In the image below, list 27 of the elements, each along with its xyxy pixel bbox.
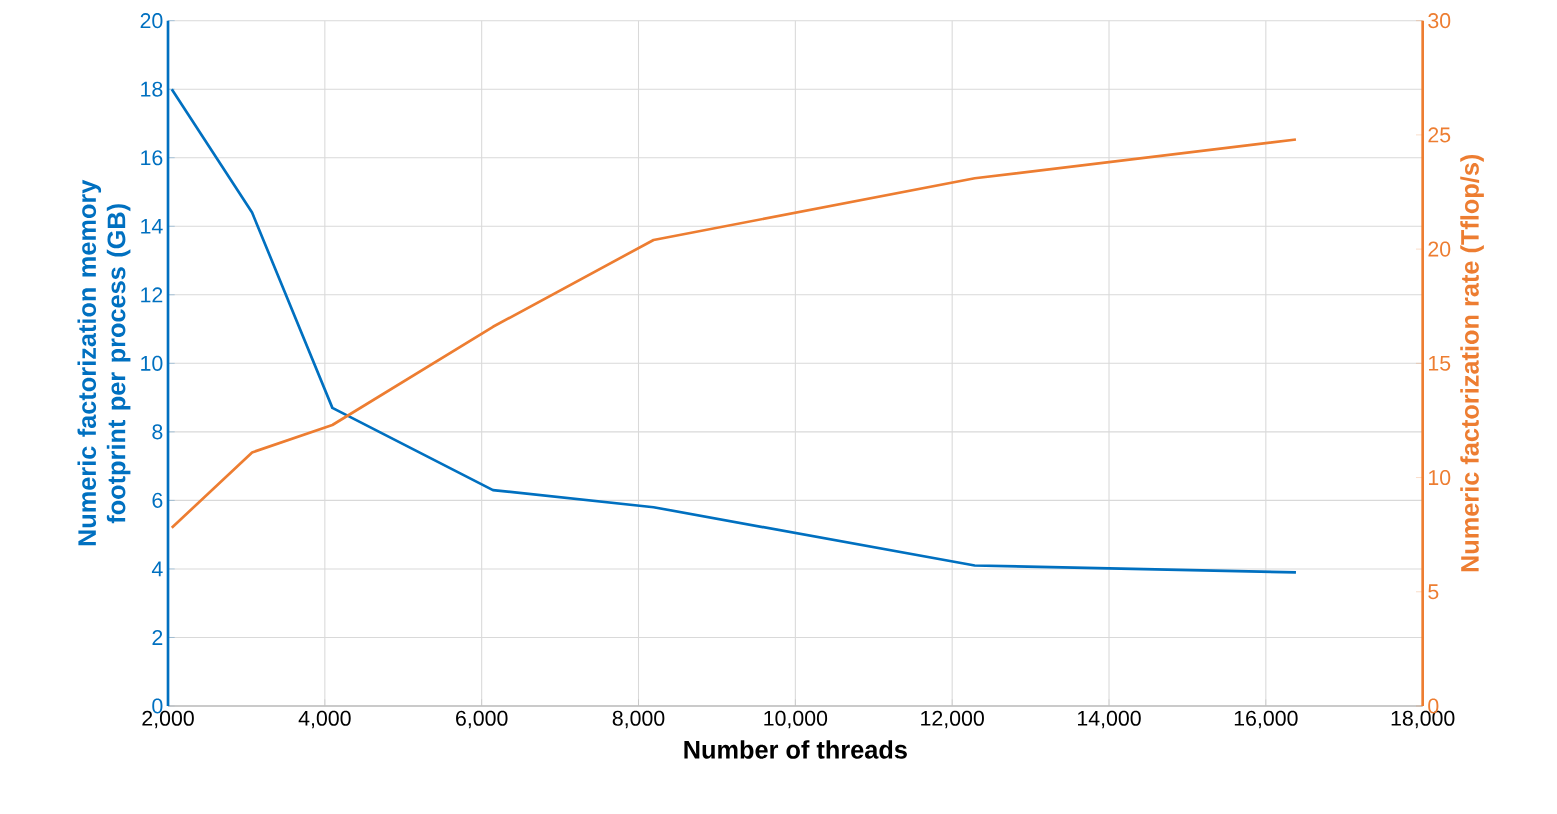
y-tick-label: 6 [152,492,163,508]
y-tick-label: 2 [152,630,163,645]
y-tick-label: 8 [152,424,163,440]
x-tick-label: 4,000 [298,710,351,729]
y-tick-label: 20 [140,13,163,29]
y-tick-label: 14 [141,218,163,234]
x-tick-label: 12,000 [921,710,984,729]
x-tick-label: 16,000 [1234,710,1298,729]
y-axis-title: Numeric factorization memory footprint per process (GB) [77,179,131,546]
y2-tick-label: 20 [1428,241,1451,257]
x-tick-label: 6,000 [456,710,508,729]
x-tick-label: 14,000 [1078,710,1141,729]
y2-tick-label: 5 [1428,584,1439,600]
x-tick-label: 8,000 [612,710,665,729]
x-axis-title: Number of threads [684,740,907,759]
y-tick-label: 10 [141,355,163,371]
x-tick-label: 10,000 [764,710,828,729]
y2-tick-label: 25 [1428,127,1451,143]
y2-tick-label: 10 [1429,470,1451,486]
y2-tick-label: 15 [1429,355,1451,371]
y-tick-label: 18 [141,81,163,97]
y-tick-label: 16 [141,150,163,166]
y-tick-label: 12 [141,287,163,303]
y2-axis-title: Numeric factorization rate (Tflop/s) [1460,154,1484,572]
y-tick-label: 4 [151,561,163,577]
line-series [170,138,1298,530]
y2-tick-label: 30 [1428,13,1451,29]
